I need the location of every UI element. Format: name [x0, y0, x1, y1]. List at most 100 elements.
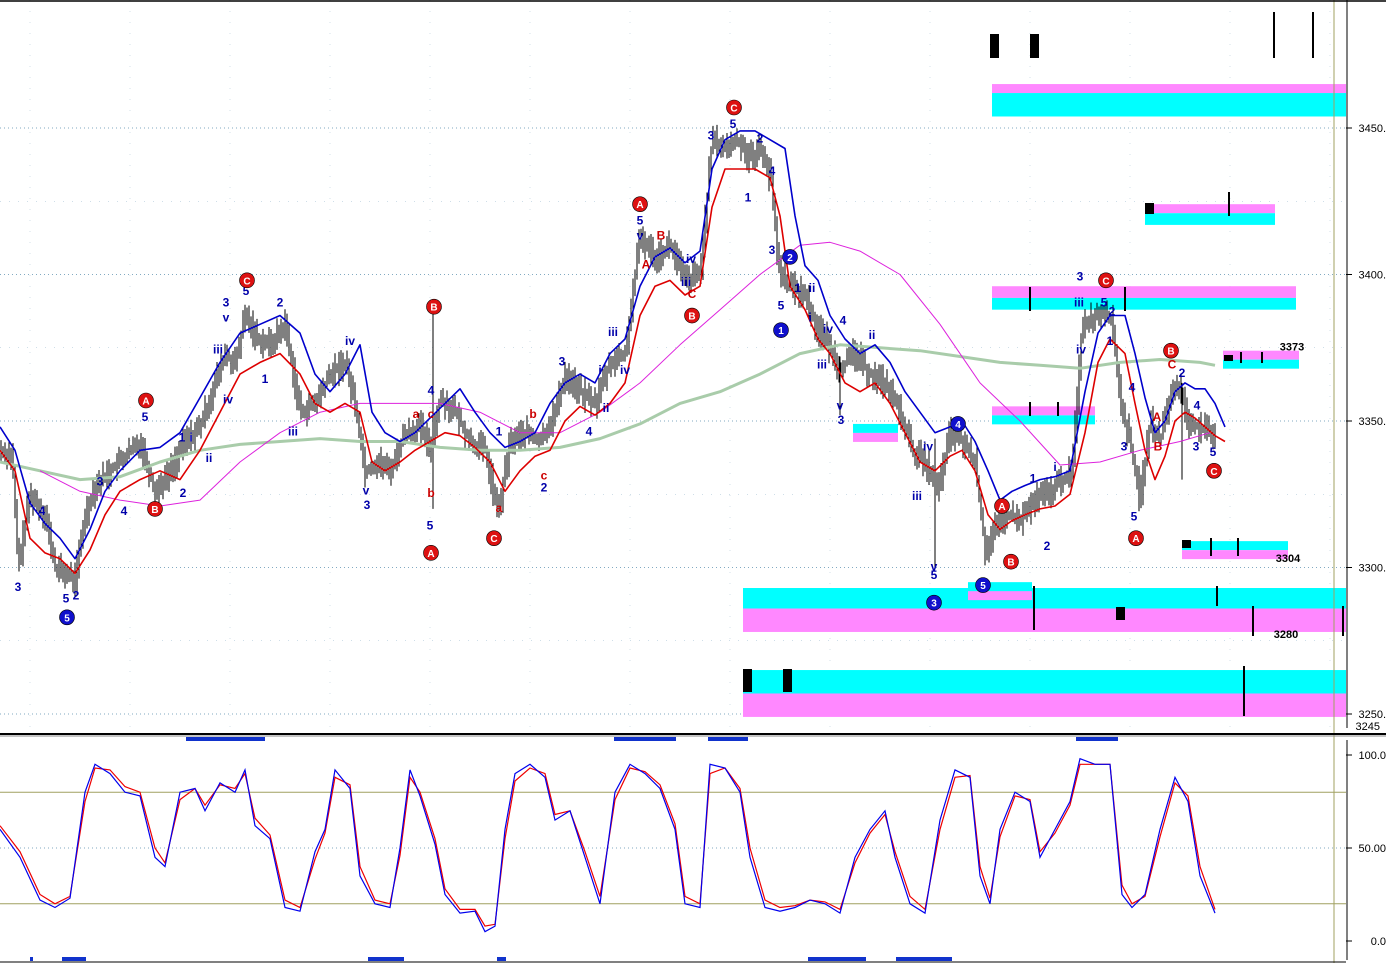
wave-label: 3: [1121, 439, 1128, 453]
price-axis: 3450. 3400. 3350. 3300. 3250.3245 3373 3304 328…: [1274, 0, 1386, 963]
zone-band-magenta: [992, 84, 1346, 94]
wave-label: 3: [769, 243, 776, 257]
wave-label: 5: [778, 299, 785, 313]
wave-circle-marker: [684, 307, 700, 324]
wave-label: ii: [869, 328, 876, 342]
wave-label: 3: [1077, 269, 1084, 283]
wave-label: 1: [262, 372, 269, 386]
zone-band-cyan: [1182, 541, 1288, 551]
zone-band-cyan: [968, 582, 1032, 592]
signal-bar-bottom: [62, 957, 86, 961]
wave-circle-marker: [147, 501, 163, 517]
wave-circle-marker: [1003, 553, 1019, 570]
zone-marker-block: [1030, 34, 1039, 58]
wave-circle-marker: [726, 99, 742, 116]
wave-label: c: [541, 469, 548, 483]
wave-circle-marker: [773, 322, 789, 338]
wave-label: 3: [223, 296, 230, 310]
zone-band-cyan: [992, 93, 1346, 117]
wave-label: iv: [923, 439, 933, 453]
zone-marker-block: [1116, 607, 1125, 620]
wave-circle-label: A: [427, 549, 434, 560]
wave-label: i: [1053, 460, 1056, 474]
wave-circle-label: C: [490, 534, 497, 545]
wave-label: 2: [1044, 539, 1051, 553]
zone-marker-block: [1224, 355, 1233, 361]
wave-label: 5: [1131, 510, 1138, 524]
zone-band-cyan: [992, 415, 1095, 425]
wave-circle-label: A: [998, 502, 1005, 513]
series-line-green_ma: [0, 343, 1216, 482]
price-axis-label: 3300.: [1358, 563, 1386, 575]
wave-circle-label: 2: [787, 253, 793, 264]
price-gridlines: [0, 0, 1346, 728]
wave-label: iv: [823, 322, 833, 336]
wave-label: a: [413, 407, 420, 421]
wave-circle-marker: [1098, 272, 1114, 289]
wave-circle-label: B: [1167, 347, 1174, 358]
wave-label: 5: [243, 284, 250, 298]
wave-label: 2: [541, 480, 548, 494]
stoch-axis-label: 50.00: [1358, 843, 1386, 855]
wave-label: v: [363, 483, 370, 497]
zone-band-cyan: [743, 670, 1346, 694]
wave-label: iv: [1076, 343, 1086, 357]
wave-circle-marker: [486, 530, 502, 547]
wave-label: iii: [608, 325, 618, 339]
wave-label: 2: [180, 486, 187, 500]
wave-circle-label: 1: [778, 326, 784, 337]
zone-marker-block: [1182, 540, 1191, 548]
signal-bar-top: [1076, 737, 1118, 741]
wave-label: 5: [1101, 296, 1108, 310]
signal-bar-bottom: [896, 957, 952, 961]
stochastic-panel: 100.0 50.00 0.0: [0, 740, 1386, 960]
wave-circle-marker: [975, 577, 991, 593]
price-axis-label: 3450.: [1358, 123, 1386, 135]
wave-label: iii: [681, 275, 691, 289]
wave-label: b: [529, 407, 536, 421]
wave-label: v: [637, 228, 644, 242]
wave-label: v: [931, 559, 938, 573]
wave-circle-label: B: [430, 303, 437, 314]
wave-label: 5: [931, 568, 938, 582]
stoch-d-line: [0, 763, 1216, 927]
wave-label: 2: [73, 589, 80, 603]
wave-circle-label: B: [151, 505, 158, 516]
wave-circle-marker: [1163, 342, 1179, 359]
wave-circle-marker: [1206, 463, 1222, 479]
wave-label: i: [598, 363, 601, 377]
wave-circle-marker: [1128, 530, 1144, 547]
zone-band-magenta: [743, 608, 1346, 632]
zone-band-magenta: [992, 406, 1095, 416]
wave-label: 1: [745, 190, 752, 204]
wave-label: v: [223, 310, 230, 324]
signal-bar-bottom: [808, 957, 866, 961]
wave-label: iv: [223, 392, 233, 406]
price-target-label: 3304: [1276, 553, 1301, 565]
wave-label: 3: [708, 129, 715, 143]
signal-bar-bottom: [497, 957, 506, 961]
wave-label: b: [427, 486, 434, 500]
wave-label: 1: [795, 281, 802, 295]
wave-label: 5: [63, 592, 70, 606]
wave-label: 3: [15, 580, 22, 594]
wave-circle-label: B: [688, 312, 695, 323]
wave-label: 3: [364, 498, 371, 512]
wave-circle-label: A: [636, 200, 643, 211]
wave-label: 1: [179, 431, 186, 445]
wave-circle-marker: [994, 498, 1010, 514]
wave-label: 5: [142, 410, 149, 424]
wave-circle-label: A: [142, 396, 149, 407]
stoch-k-line: [0, 757, 1216, 933]
wave-circle-label: 4: [955, 420, 961, 431]
wave-label: v: [837, 398, 844, 412]
wave-label: C: [1168, 357, 1177, 371]
series-line-blue_band: [0, 130, 1226, 560]
wave-circle-label: C: [243, 276, 250, 287]
price-axis-label: 3250.: [1358, 709, 1386, 721]
wave-label: 3: [97, 474, 104, 488]
wave-label: 5: [637, 214, 644, 228]
zone-marker-block: [783, 669, 792, 692]
wave-label: iv: [620, 363, 630, 377]
